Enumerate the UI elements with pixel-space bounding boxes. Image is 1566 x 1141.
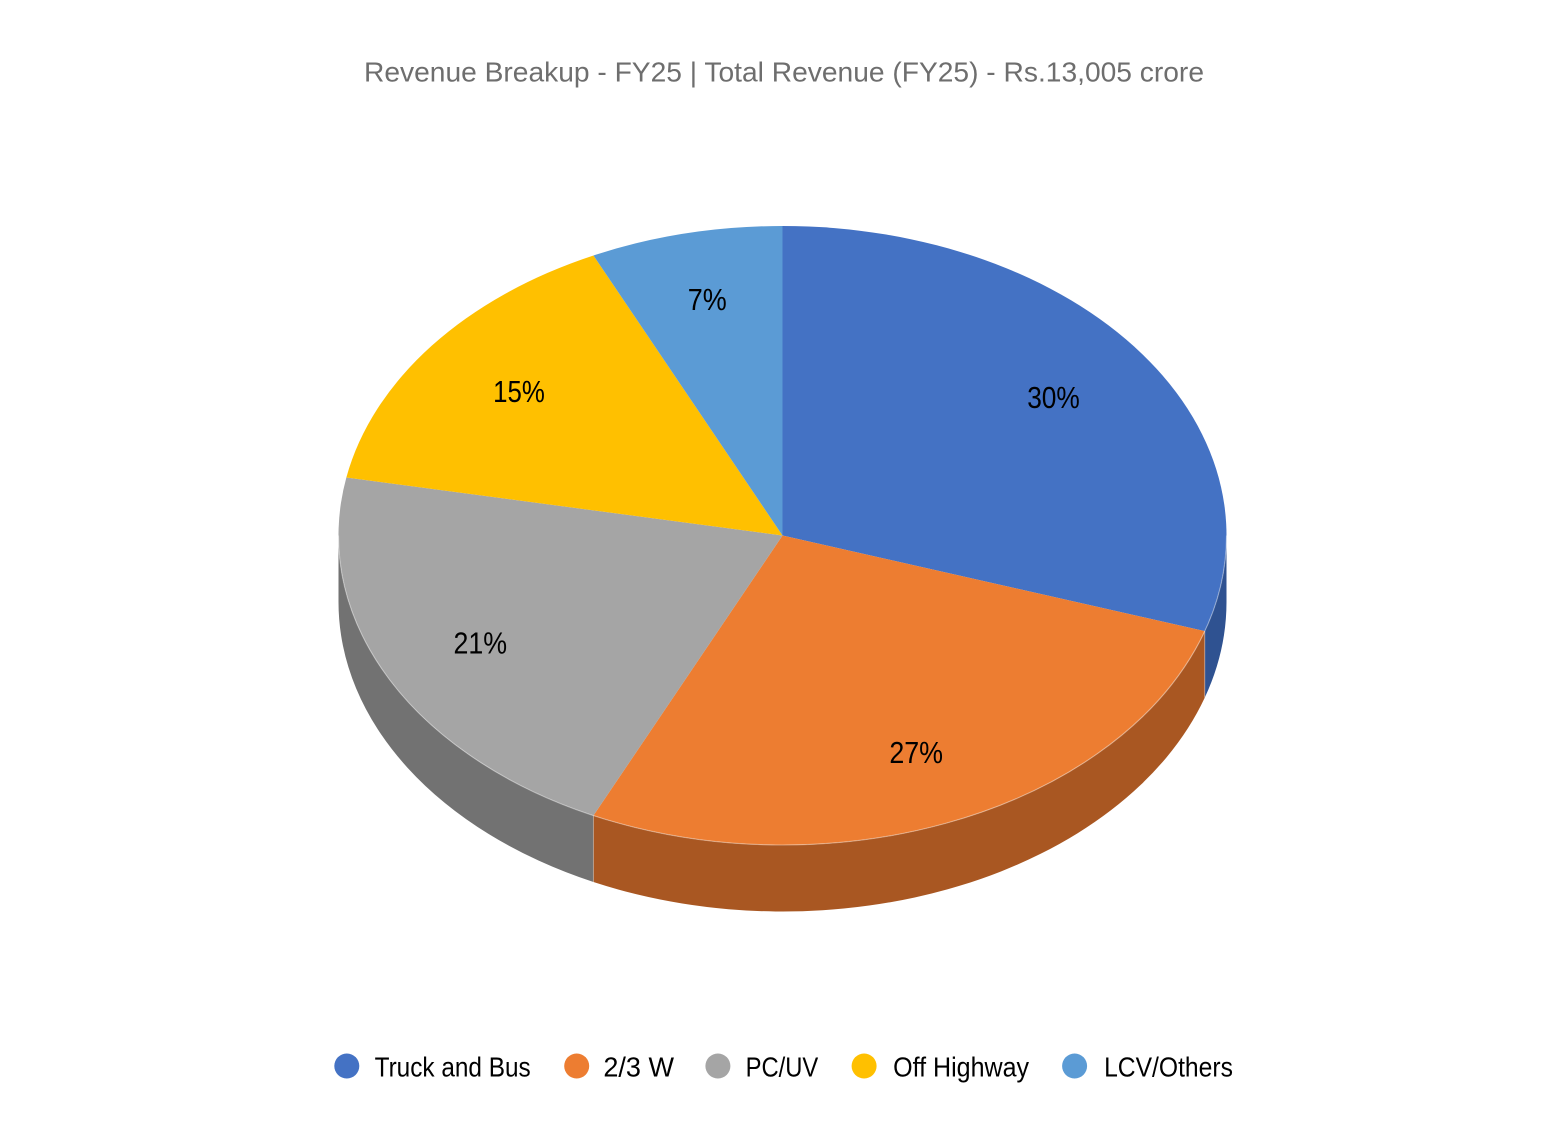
svg-text:2/3 W: 2/3 W <box>603 1051 674 1082</box>
svg-text:Off Highway: Off Highway <box>893 1051 1029 1082</box>
svg-text:27%: 27% <box>889 736 943 770</box>
svg-text:PC/UV: PC/UV <box>746 1051 819 1082</box>
svg-text:LCV/Others: LCV/Others <box>1104 1051 1233 1082</box>
svg-text:Revenue Breakup - FY25 | Total: Revenue Breakup - FY25 | Total Revenue (… <box>364 57 1204 88</box>
svg-text:21%: 21% <box>454 627 508 661</box>
svg-text:15%: 15% <box>493 375 545 409</box>
svg-text:30%: 30% <box>1027 381 1080 415</box>
svg-text:Truck and Bus: Truck and Bus <box>375 1051 531 1082</box>
svg-text:7%: 7% <box>688 283 727 317</box>
